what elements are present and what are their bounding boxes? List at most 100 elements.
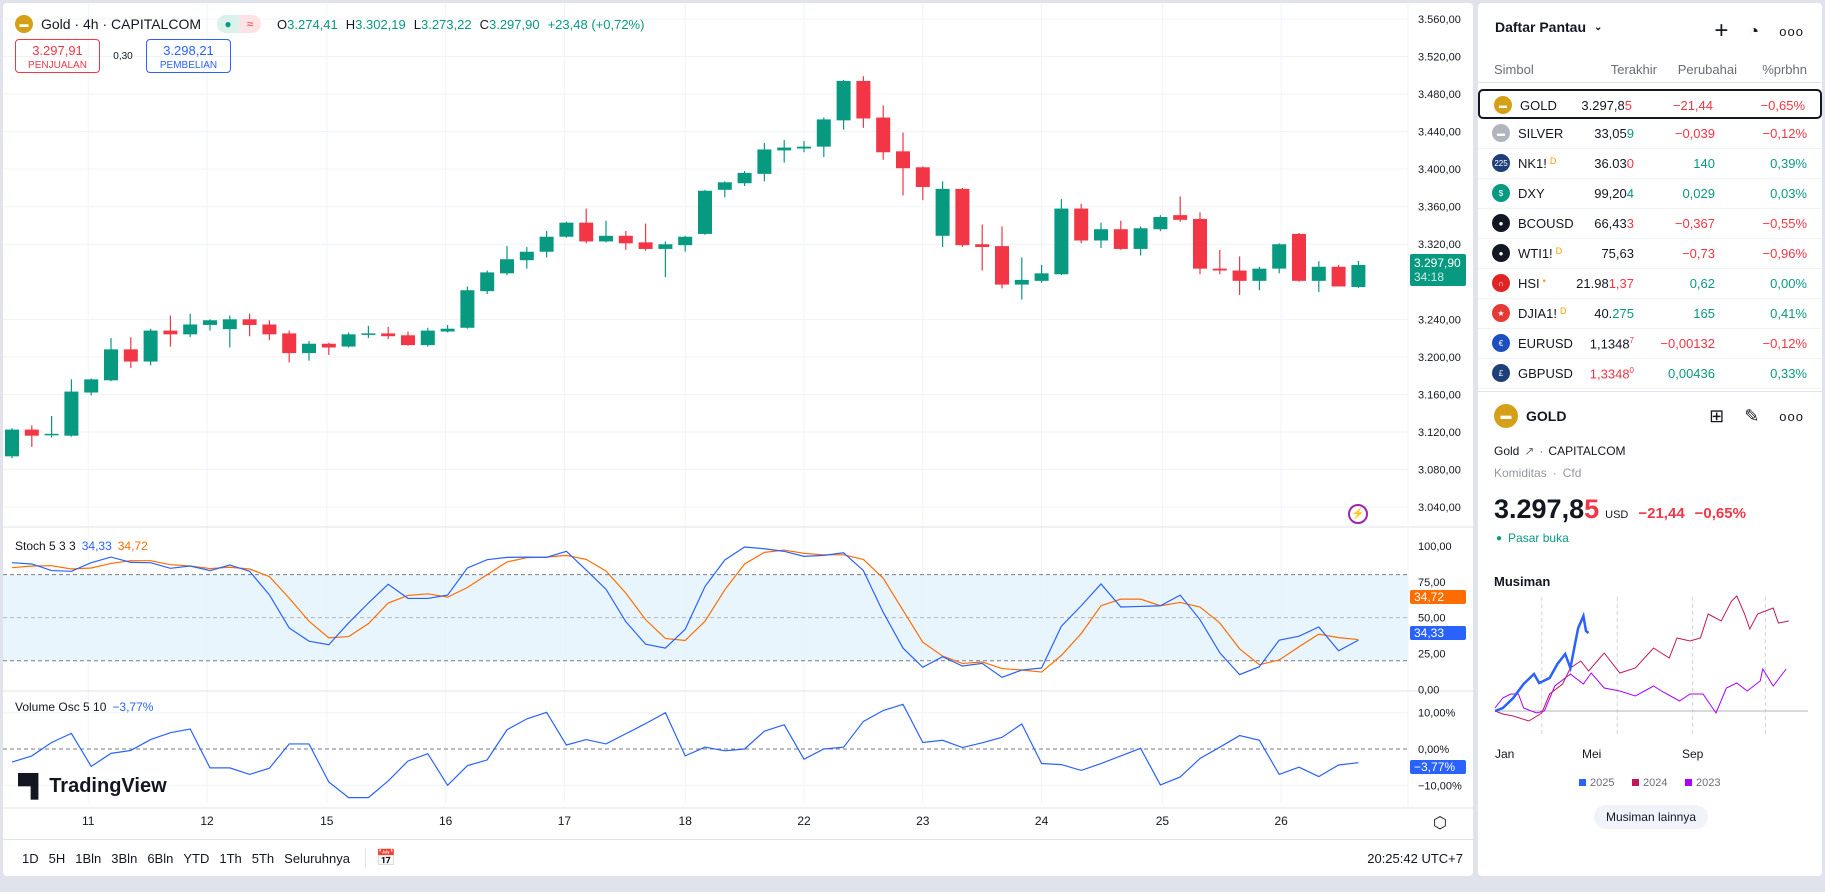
candle-body <box>658 244 673 249</box>
watchlist-actions: + ◔ ooo <box>1714 17 1804 45</box>
range-5y[interactable]: 5Th <box>251 850 275 866</box>
watchlist-row-bcousd[interactable]: ● BCOUSD 66,433 −0,367 −0,55% <box>1478 209 1822 239</box>
time-axis-label: 16 <box>439 814 453 828</box>
candle <box>935 181 950 248</box>
candle-body <box>816 119 831 147</box>
range-5d[interactable]: 5H <box>48 850 66 866</box>
candle <box>24 425 39 447</box>
watchlist-row-gbpusd[interactable]: £ GBPUSD 1,33480 0,00436 0,33% <box>1478 359 1822 389</box>
add-symbol-plus-icon[interactable]: + <box>1714 17 1729 44</box>
candle-body <box>361 333 376 335</box>
row-symbol: NK1! D <box>1518 156 1556 171</box>
candle <box>64 379 79 437</box>
tradingview-watermark[interactable]: ▀▌ TradingView <box>18 773 167 799</box>
candle-body <box>935 188 950 236</box>
row-change: −0,367 <box>1674 216 1715 231</box>
details-actions: ⊞ ✎ ooo <box>1709 406 1804 427</box>
watchlist-title: Daftar Pantau <box>1495 19 1587 35</box>
market-status-pill[interactable]: ● ≈ <box>217 15 262 33</box>
candle <box>559 221 574 238</box>
volume-osc-tag: −3,77% <box>1410 760 1466 774</box>
watchlist-row-hsi[interactable]: ∩ HSI • 21.981,37 0,62 0,00% <box>1478 269 1822 299</box>
buy-button[interactable]: 3.298,21 PEMBELIAN <box>146 39 231 73</box>
range-1y[interactable]: 1Th <box>219 850 242 866</box>
column-last[interactable]: Terakhir <box>1610 62 1657 77</box>
candle-body <box>836 80 851 121</box>
watchlist-row-silver[interactable]: ▬ SILVER 33,059 −0,039 −0,12% <box>1478 119 1822 149</box>
candle-body <box>1232 270 1247 281</box>
price-axis-label: 3.520,00 <box>1418 52 1461 64</box>
stoch-legend[interactable]: Stoch 5 3 3 34,33 34,72 <box>15 539 148 553</box>
candle-body <box>1212 268 1227 271</box>
sell-label: PENJUALAN <box>28 60 87 71</box>
right-sidebar: Daftar Pantau ⌄ + ◔ ooo Simbol Terakhir … <box>1478 3 1822 876</box>
column-symbol[interactable]: Simbol <box>1494 62 1534 77</box>
row-last: 36.030 <box>1594 156 1634 171</box>
candle <box>658 241 673 278</box>
details-name[interactable]: Gold <box>1494 444 1520 458</box>
volume-osc-legend[interactable]: Volume Osc 5 10 −3,77% <box>15 700 153 714</box>
symbol-logo-icon: ∩ <box>1492 274 1510 292</box>
candle <box>242 313 257 337</box>
column-change[interactable]: Perubahai <box>1677 62 1737 77</box>
price-axis-label: 3.440,00 <box>1418 127 1461 139</box>
range-1m[interactable]: 1Bln <box>75 850 102 866</box>
range-ytd[interactable]: YTD <box>183 850 210 866</box>
time-axis-label: 11 <box>82 814 95 828</box>
volume-osc-line <box>11 703 1359 799</box>
candle-body <box>183 324 198 335</box>
candle-body <box>460 290 475 328</box>
candle-body <box>915 167 930 187</box>
range-all[interactable]: Seluruhnya <box>284 850 350 866</box>
seasonal-more-button[interactable]: Musiman lainnya <box>1594 805 1708 829</box>
watchlist-title-button[interactable]: Daftar Pantau ⌄ <box>1495 19 1602 35</box>
symbol-logo-icon: $ <box>1492 184 1510 202</box>
stoch-d-tag: 34,72 <box>1410 590 1466 604</box>
seasonal-chart[interactable]: Jan Mei Sep 2025 2024 2023 <box>1478 592 1822 892</box>
watchlist-row-nk1[interactable]: 225 NK1! D 36.030 140 0,39% <box>1478 149 1822 179</box>
goto-date-calendar-icon[interactable]: 📅 <box>375 850 396 867</box>
symbol-title[interactable]: Gold · 4h · CAPITALCOM <box>41 16 202 32</box>
candle <box>816 117 831 157</box>
more-options-icon[interactable]: ooo <box>1779 23 1804 39</box>
row-change-pct: 0,03% <box>1770 186 1807 201</box>
clock[interactable]: 20:25:42 UTC+7 <box>1367 850 1463 866</box>
details-symbol[interactable]: GOLD <box>1526 408 1567 424</box>
range-1d[interactable]: 1D <box>22 850 39 866</box>
candle <box>282 330 297 363</box>
column-change-pct[interactable]: %prbhn <box>1762 62 1807 77</box>
settings-icon[interactable]: ⬡ <box>1433 815 1447 832</box>
candle <box>1113 220 1128 250</box>
row-symbol: SILVER <box>1518 126 1563 141</box>
tradingview-logo-icon: ▀▌ <box>18 773 46 798</box>
watchlist-row-djia1[interactable]: ★ DJIA1! D 40.275 165 0,41% <box>1478 299 1822 329</box>
advanced-view-pie-icon[interactable]: ◔ <box>1748 20 1760 41</box>
lightning-icon[interactable]: ⚡ <box>1348 504 1368 524</box>
range-6m[interactable]: 6Bln <box>147 850 174 866</box>
symbol-details: ▬ GOLD ⊞ ✎ ooo Gold ↗ · CAPITALCOM Komid… <box>1478 391 1822 829</box>
chart-panel[interactable]: 11 12 15 16 17 18 22 23 24 25 26 3.560,00 3.520,00 3.… <box>3 3 1473 876</box>
row-change: −0,00132 <box>1660 336 1715 351</box>
seasonal-legend-swatch <box>1632 779 1639 786</box>
edit-note-icon[interactable]: ✎ <box>1744 406 1760 426</box>
candle <box>1014 257 1029 300</box>
watchlist-row-gold[interactable]: ▬ GOLD 3.297,85 −21,44 −0,65% <box>1478 89 1822 119</box>
watchlist-row-eurusd[interactable]: € EURUSD 1,13487 −0,00132 −0,12% <box>1478 329 1822 359</box>
row-symbol: BCOUSD <box>1518 216 1574 231</box>
sell-button[interactable]: 3.297,91 PENJUALAN <box>15 39 100 73</box>
gold-symbol-icon: ▬ <box>15 15 33 33</box>
more-options-icon[interactable]: ooo <box>1779 409 1804 424</box>
watchlist-row-wti1[interactable]: ● WTI1! D 75,63 −0,73 −0,96% <box>1478 239 1822 269</box>
last-tail: 0 <box>1626 156 1634 171</box>
chart-canvas[interactable]: 11 12 15 16 17 18 22 23 24 25 26 3.560,00 3.520,00 3.… <box>3 3 1473 839</box>
layout-grid-icon[interactable]: ⊞ <box>1709 406 1725 426</box>
candle <box>5 428 19 459</box>
symbol-text: DXY <box>1518 186 1545 201</box>
row-change: −0,73 <box>1682 246 1715 261</box>
range-3m[interactable]: 3Bln <box>111 850 138 866</box>
details-exchange[interactable]: CAPITALCOM <box>1548 444 1626 458</box>
row-change-pct: −0,55% <box>1762 216 1807 231</box>
open-value: 3.274,41 <box>287 16 338 32</box>
external-link-icon[interactable]: ↗ <box>1524 444 1535 458</box>
watchlist-row-dxy[interactable]: $ DXY 99,204 0,029 0,03% <box>1478 179 1822 209</box>
